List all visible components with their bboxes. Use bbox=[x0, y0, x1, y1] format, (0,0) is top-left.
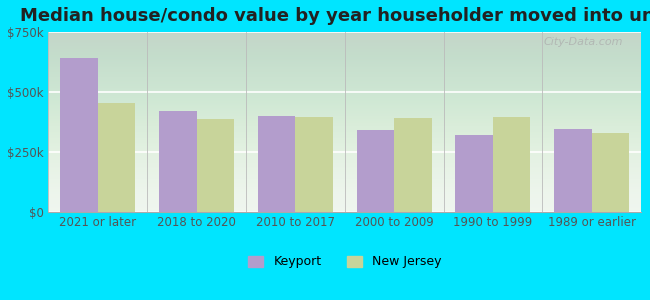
Bar bbox=[159, 111, 196, 212]
Bar bbox=[493, 117, 530, 212]
Bar bbox=[592, 133, 629, 212]
Bar bbox=[60, 58, 98, 212]
Bar bbox=[258, 116, 295, 212]
Bar bbox=[357, 130, 394, 211]
Title: Median house/condo value by year householder moved into unit: Median house/condo value by year househo… bbox=[20, 7, 650, 25]
Bar bbox=[554, 129, 592, 212]
Legend: Keyport, New Jersey: Keyport, New Jersey bbox=[243, 250, 446, 274]
Bar bbox=[98, 103, 135, 212]
Bar bbox=[394, 118, 432, 212]
Bar bbox=[295, 117, 333, 212]
Bar bbox=[456, 135, 493, 212]
Bar bbox=[196, 119, 234, 212]
Text: City-Data.com: City-Data.com bbox=[544, 38, 623, 47]
